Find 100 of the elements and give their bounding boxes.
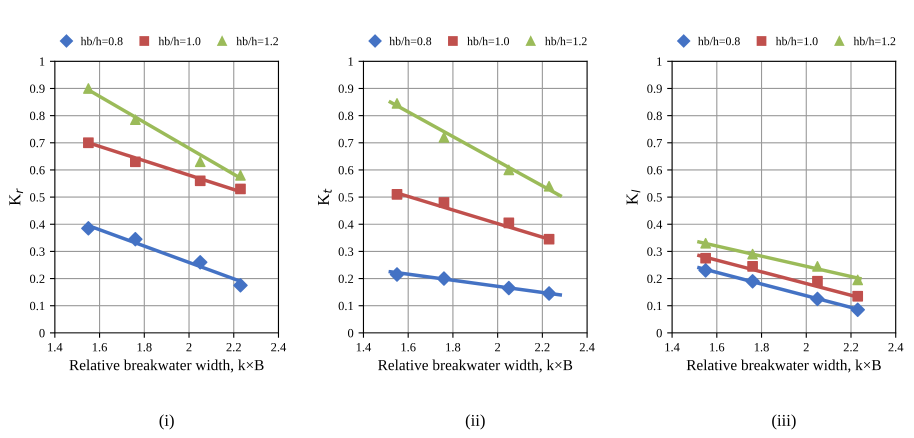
- legend-label: hb/h=1.2: [545, 36, 587, 46]
- point: [192, 254, 208, 270]
- point: [700, 252, 711, 264]
- y-tick-label: 0.4: [30, 220, 45, 229]
- point: [128, 232, 143, 246]
- x-axis-title: Relative breakwater width, k×B: [378, 359, 572, 372]
- x-tick-label: 1.6: [710, 343, 724, 352]
- y-tick-label: 0.8: [30, 112, 45, 120]
- x-tick-label: 2.4: [580, 343, 595, 352]
- text: (iii): [772, 414, 796, 430]
- point: [438, 197, 450, 208]
- point: [503, 218, 514, 228]
- x-axis-title: Relative breakwater width, k×B: [686, 359, 881, 372]
- legend-label: hb/h=1.2: [854, 36, 896, 46]
- y-tick-label: 0.9: [647, 84, 662, 93]
- point: [698, 263, 713, 278]
- y-tick-label: 0.1: [338, 302, 353, 310]
- x-tick-label: 1.8: [138, 342, 152, 352]
- y-tick-label: 1: [348, 57, 353, 66]
- y-tick-label: 0: [348, 328, 354, 338]
- x-tick-label: 2.2: [535, 343, 550, 352]
- point: [502, 280, 516, 296]
- y-tick-label: 0.5: [647, 193, 662, 202]
- y-tick-label: 0.9: [338, 84, 354, 93]
- x-tick-label: 2: [186, 343, 192, 352]
- x-tick-label: 2: [495, 343, 500, 352]
- point: [83, 83, 94, 94]
- point: [850, 302, 865, 318]
- y-axis-title: K$_{l}$: [626, 190, 640, 205]
- point: [747, 248, 758, 260]
- x-tick-label: 1.8: [446, 342, 460, 352]
- point: [235, 184, 246, 194]
- legend-label: hb/h=0.8: [698, 36, 740, 46]
- point: [542, 286, 556, 301]
- x-tick-label: 2: [804, 343, 809, 352]
- y-tick-label: 0.7: [647, 138, 662, 148]
- y-tick-label: 0.4: [647, 220, 662, 229]
- x-tick-label: 1.8: [754, 342, 769, 352]
- point: [503, 164, 514, 176]
- legend-label: hb/h=1.0: [776, 36, 818, 46]
- point: [747, 260, 758, 272]
- legend-label: hb/h=0.8: [80, 36, 123, 46]
- point: [438, 132, 450, 143]
- point: [194, 156, 206, 168]
- y-tick-label: 0.3: [338, 247, 354, 256]
- point: [130, 114, 141, 126]
- point: [392, 189, 402, 200]
- y-tick-label: 0: [656, 328, 662, 338]
- point: [810, 292, 825, 306]
- x-tick-label: 2.2: [844, 343, 858, 352]
- x-tick-label: 1.6: [92, 343, 108, 352]
- point: [700, 238, 711, 249]
- point: [392, 98, 402, 109]
- y-tick-label: 0: [39, 328, 45, 338]
- point: [130, 156, 141, 168]
- y-tick-label: 0.2: [647, 274, 662, 284]
- y-tick-label: 0.6: [338, 166, 354, 174]
- legend-label: hb/h=1.0: [158, 36, 200, 46]
- y-tick-label: 0.3: [30, 247, 45, 256]
- text: (ii): [466, 414, 485, 430]
- y-tick-label: 0.5: [30, 193, 45, 202]
- y-tick-label: 0.7: [30, 138, 45, 148]
- point: [194, 175, 206, 186]
- x-tick-label: 2.4: [888, 343, 904, 352]
- y-tick-label: 0.1: [647, 302, 662, 310]
- y-tick-label: 0.8: [338, 112, 354, 120]
- point: [745, 274, 760, 289]
- y-tick-label: 1: [40, 57, 44, 66]
- x-tick-label: 1.4: [356, 343, 372, 352]
- x-axis-title: Relative breakwater width, k×B: [69, 359, 264, 372]
- legend-label: hb/h=1.2: [236, 36, 278, 46]
- point: [852, 290, 864, 302]
- x-tick-label: 1.6: [401, 343, 416, 352]
- x-tick-label: 1.4: [665, 343, 680, 352]
- y-tick-label: 0.6: [647, 166, 662, 174]
- point: [544, 234, 554, 245]
- point: [83, 137, 94, 148]
- y-axis-title: K$_{t}$: [318, 188, 332, 206]
- point: [233, 278, 248, 293]
- point: [544, 180, 554, 192]
- y-tick-label: 0.4: [338, 220, 354, 229]
- point: [81, 221, 96, 236]
- y-tick-label: 0.8: [647, 112, 662, 120]
- x-tick-label: 2.2: [226, 343, 241, 352]
- text: (i): [160, 414, 174, 430]
- point: [812, 276, 823, 287]
- point: [812, 260, 823, 272]
- y-tick-label: 0.3: [647, 247, 662, 256]
- point: [436, 271, 452, 286]
- point: [235, 170, 246, 181]
- y-tick-label: 0.2: [30, 274, 44, 284]
- y-tick-label: 0.2: [338, 274, 354, 284]
- x-tick-label: 1.4: [48, 343, 62, 352]
- y-axis-title: K$_{r}$: [9, 188, 24, 206]
- y-tick-label: 0.9: [30, 84, 45, 93]
- point: [852, 274, 864, 286]
- y-tick-label: 1: [657, 57, 662, 66]
- point: [390, 267, 404, 282]
- y-tick-label: 0.6: [30, 166, 45, 174]
- y-tick-label: 0.5: [338, 193, 354, 202]
